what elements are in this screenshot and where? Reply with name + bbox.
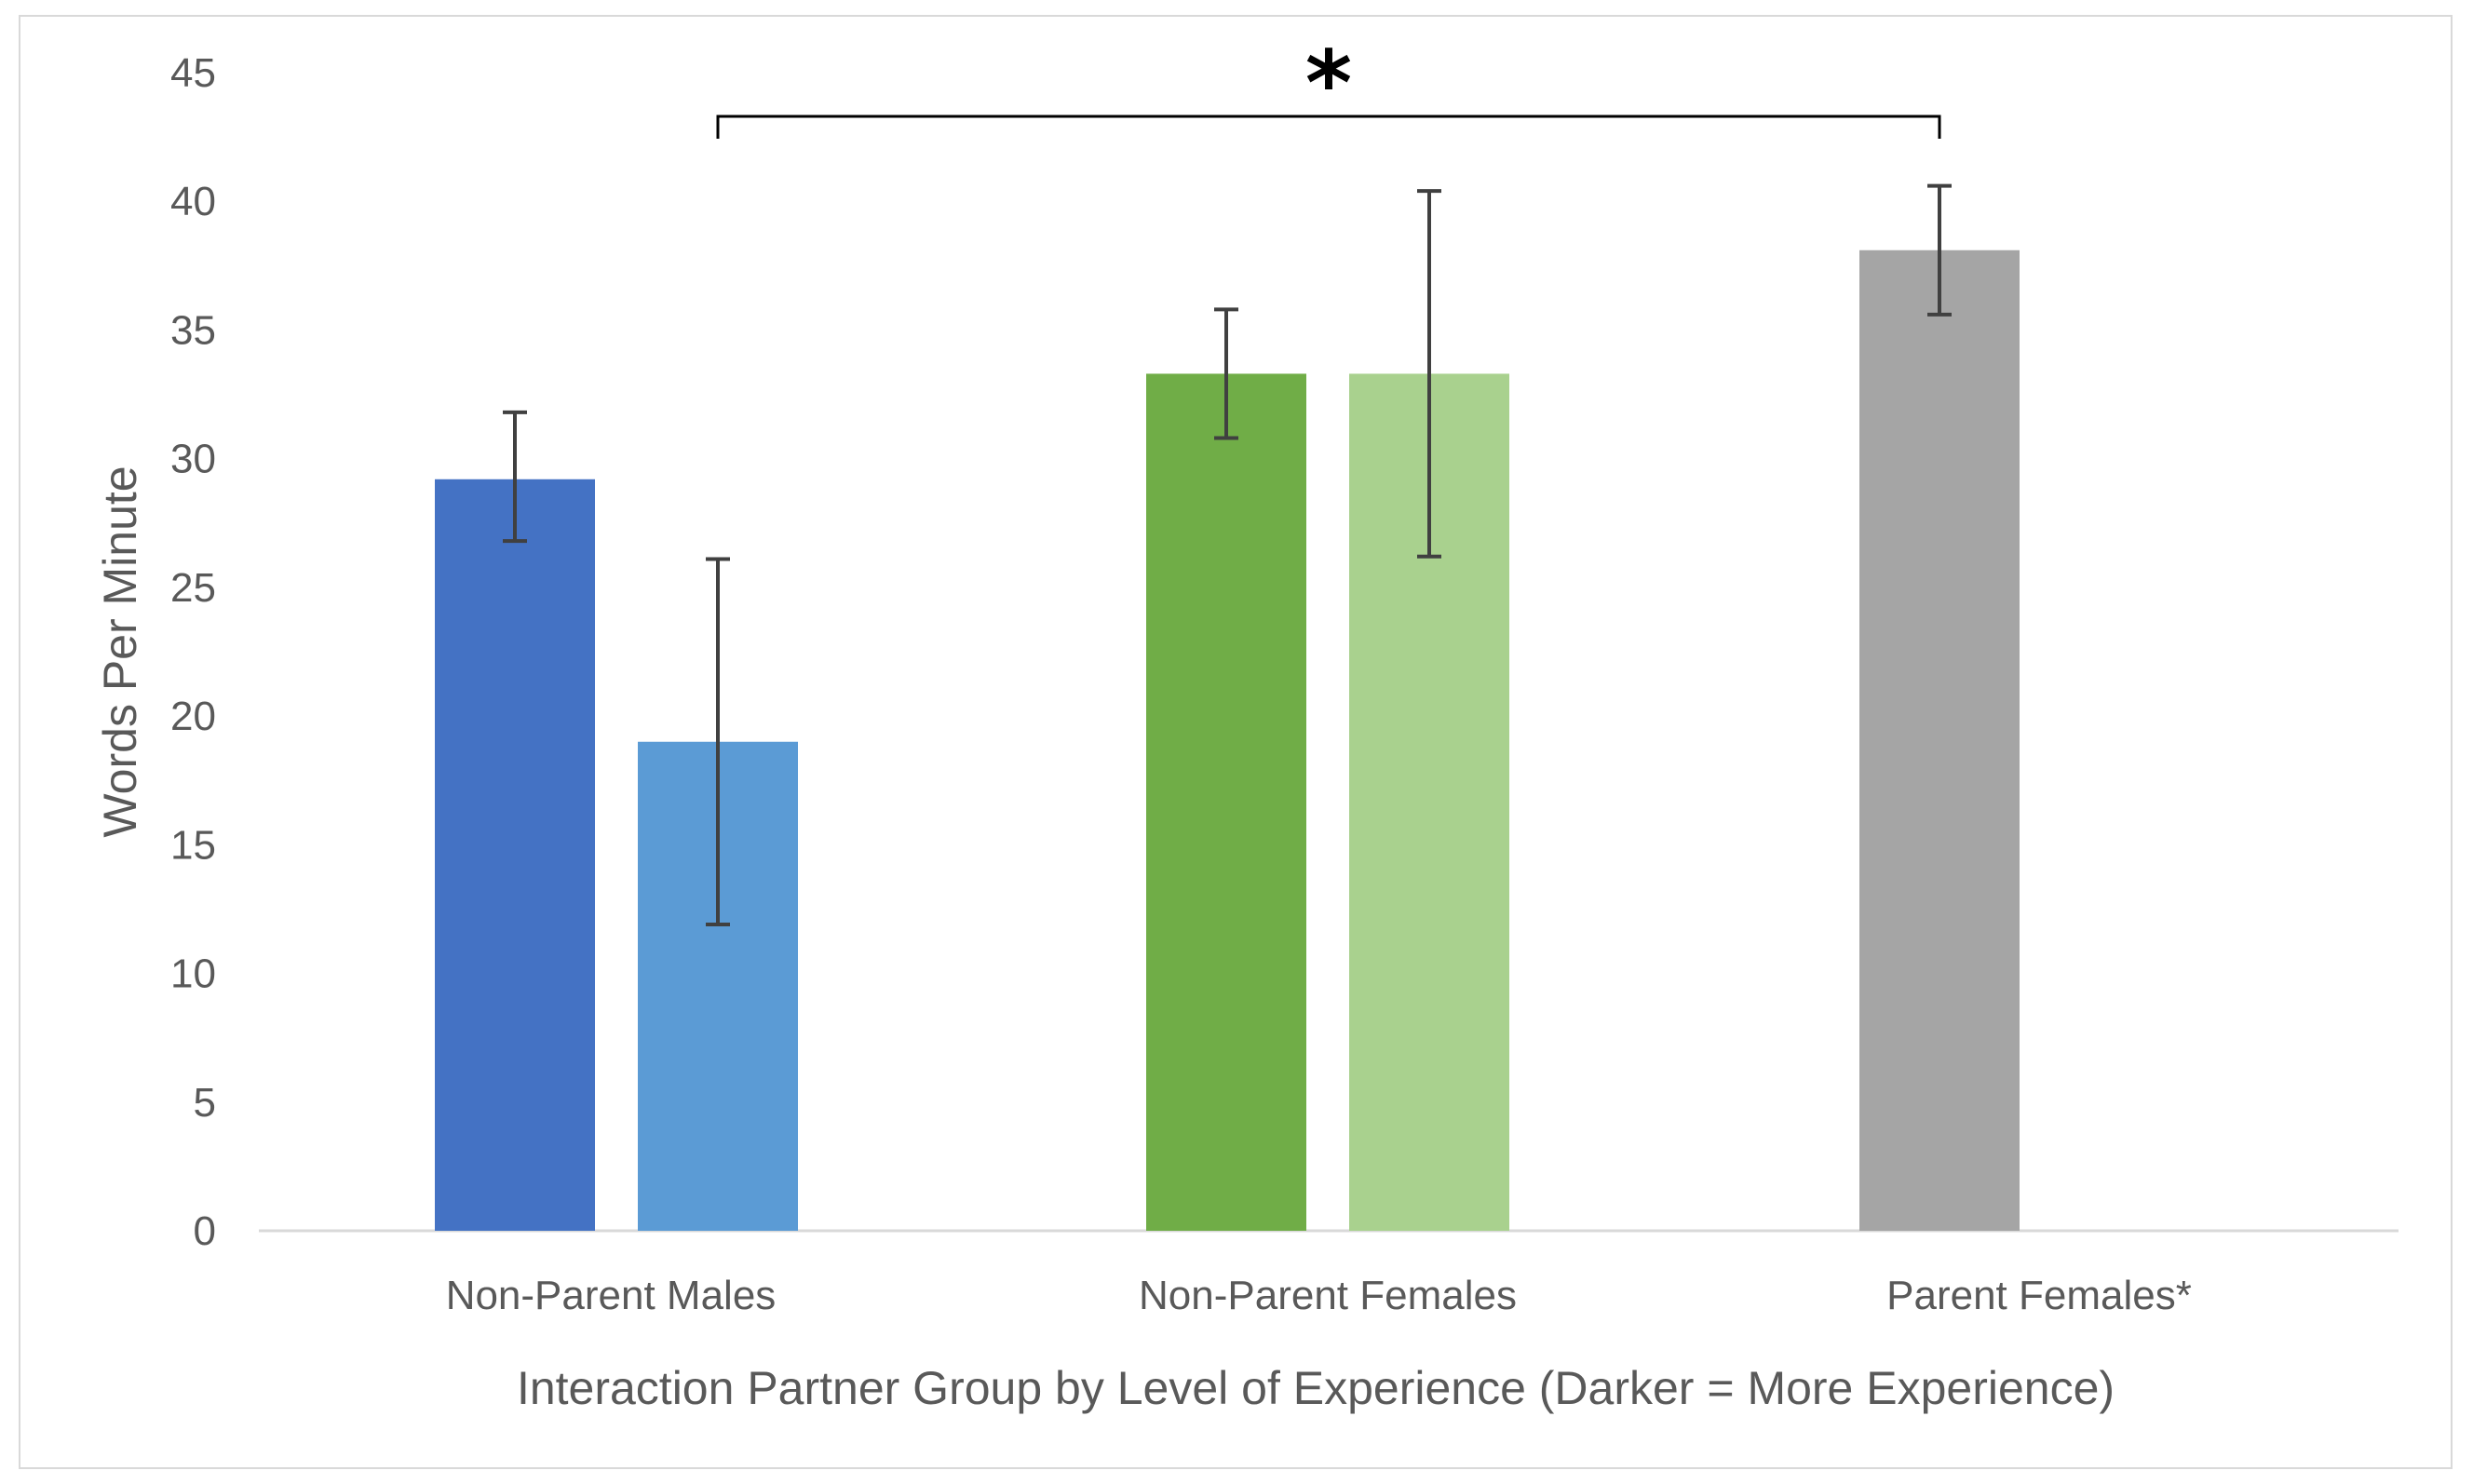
bars (435, 250, 2020, 1231)
bar-1 (435, 479, 595, 1231)
error-bar-2 (706, 557, 730, 927)
y-tick-label: 20 (170, 694, 216, 739)
y-tick-label: 35 (170, 307, 216, 353)
error-bar-3 (1214, 307, 1238, 440)
category-labels: Non-Parent Males Non-Parent Females Parent… (446, 1273, 2192, 1318)
x-category-label: Parent Females* (1886, 1273, 2192, 1318)
error-bar-1 (503, 410, 527, 544)
x-category-label: Non-Parent Males (446, 1273, 777, 1318)
significance-bracket: * (716, 32, 1941, 139)
y-axis-ticks: 0 5 10 15 20 25 30 35 40 45 (170, 50, 216, 1254)
y-axis-title: Words Per Minute (94, 465, 146, 837)
bar-3 (1146, 373, 1306, 1231)
y-tick-label: 45 (170, 50, 216, 96)
y-tick-label: 5 (194, 1080, 216, 1126)
y-tick-label: 30 (170, 437, 216, 482)
y-tick-label: 15 (170, 822, 216, 868)
error-bars (503, 183, 1952, 927)
y-tick-label: 40 (170, 179, 216, 224)
x-axis-title: Interaction Partner Group by Level of Ex… (517, 1362, 2115, 1414)
y-tick-label: 0 (194, 1208, 216, 1254)
y-tick-label: 25 (170, 565, 216, 611)
significance-bracket-line (716, 115, 1941, 139)
error-bar-5 (1927, 183, 1952, 317)
error-bar-4 (1417, 189, 1441, 559)
y-tick-label: 10 (170, 951, 216, 997)
bar-5 (1859, 250, 2020, 1231)
x-category-label: Non-Parent Females (1139, 1273, 1517, 1318)
significance-star: * (1305, 32, 1352, 136)
